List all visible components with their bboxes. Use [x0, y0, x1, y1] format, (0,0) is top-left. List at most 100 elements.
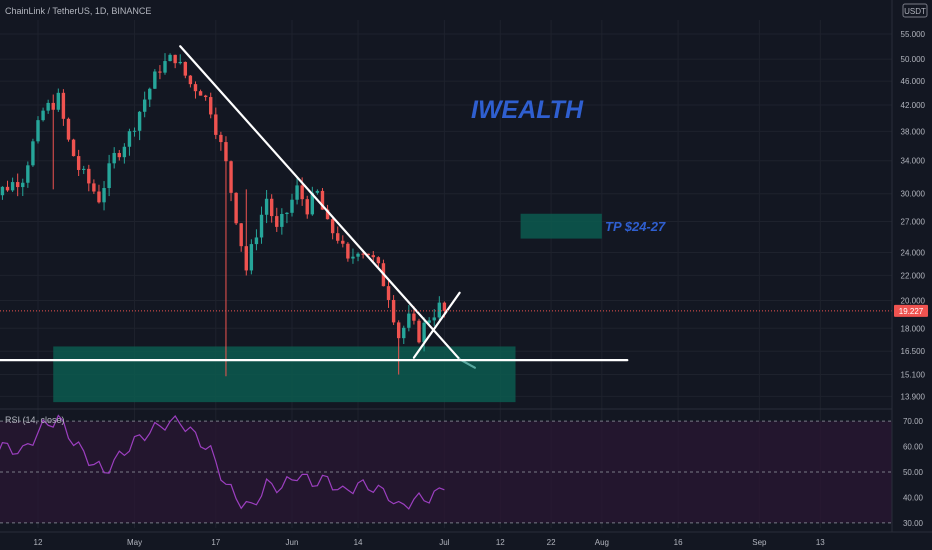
x-tick-label: Sep	[752, 538, 767, 547]
candle	[188, 75, 193, 88]
candle	[198, 89, 203, 96]
candle-body	[183, 61, 188, 76]
x-tick-label: 17	[211, 538, 220, 547]
candle-body	[92, 183, 96, 192]
candle-body	[122, 146, 127, 158]
candle-body	[295, 185, 299, 200]
candle-body	[153, 71, 157, 89]
candle	[148, 87, 152, 107]
rsi-pane	[0, 408, 892, 524]
candle	[92, 179, 96, 194]
candle	[280, 208, 284, 235]
candle	[51, 94, 55, 190]
candle-body	[325, 209, 330, 220]
rsi-tick-label: 30.00	[903, 519, 924, 528]
candle	[10, 177, 15, 193]
candle	[224, 136, 228, 377]
trendline-3	[412, 291, 461, 359]
candle	[112, 147, 116, 169]
candle-body	[168, 54, 172, 62]
candle-body	[432, 317, 436, 321]
candle	[153, 69, 157, 89]
candle	[437, 296, 442, 321]
y-tick-label: 20.000	[901, 297, 926, 306]
y-tick-label: 38.000	[901, 127, 926, 136]
candle	[249, 239, 254, 275]
candle	[254, 229, 259, 251]
candle-body	[127, 131, 132, 147]
rsi-line	[0, 414, 445, 510]
x-tick-label: 22	[547, 538, 556, 547]
x-tick-label: 14	[354, 538, 363, 547]
candle	[127, 128, 132, 156]
zone-take-profit	[520, 213, 602, 239]
candle	[417, 318, 421, 344]
candle	[158, 65, 162, 80]
candle-body	[5, 186, 10, 191]
y-tick-label: 13.900	[901, 392, 926, 401]
y-tick-label: 50.000	[901, 55, 926, 64]
candle-body	[198, 91, 203, 96]
candle-body	[132, 130, 137, 132]
x-tick-label: Jul	[439, 538, 449, 547]
candle	[66, 117, 71, 142]
rsi-tick-label: 40.00	[903, 493, 924, 502]
candle-body	[36, 120, 40, 142]
candle-body	[351, 256, 355, 259]
candle	[391, 295, 396, 325]
candle	[295, 178, 299, 205]
candle-body	[244, 246, 248, 271]
candle-body	[148, 88, 152, 100]
candle	[244, 189, 248, 276]
candle-body	[285, 212, 289, 214]
candle	[183, 61, 188, 79]
x-tick-label: Jun	[286, 538, 299, 547]
x-tick-label: 12	[34, 538, 43, 547]
last-price-value: 19.227	[899, 307, 924, 316]
candle-body	[290, 199, 294, 213]
x-tick-label: 13	[816, 538, 825, 547]
candle-body	[173, 54, 177, 64]
candle	[269, 194, 274, 223]
candle-body	[336, 233, 340, 241]
candle-body	[61, 92, 66, 119]
candle-body	[56, 92, 61, 110]
last-price-tag-bg	[894, 304, 928, 317]
candle-body	[209, 97, 213, 115]
candle	[26, 161, 30, 188]
candle	[229, 160, 233, 202]
candle	[371, 250, 375, 263]
candle	[87, 164, 91, 192]
candle	[15, 173, 20, 197]
candle	[132, 127, 137, 137]
candle-body	[341, 240, 345, 244]
tp-label: TP $24-27	[605, 219, 666, 234]
last-price-tag: 19.227	[894, 304, 928, 317]
rsi-tick-label: 70.00	[903, 417, 924, 426]
y-axis-panel	[892, 0, 932, 550]
candle	[0, 186, 5, 200]
y-tick-label: 18.000	[901, 324, 926, 333]
candle	[336, 226, 340, 244]
candle	[193, 81, 198, 99]
currency-badge[interactable]: USDT	[902, 3, 928, 18]
candle	[407, 304, 411, 332]
candle-body	[137, 111, 142, 131]
candle-body	[249, 244, 254, 271]
candle-body	[305, 199, 309, 215]
candle-body	[193, 84, 198, 92]
zone-support	[53, 346, 516, 403]
candle-body	[178, 61, 182, 64]
candle-body	[366, 253, 370, 256]
candle-body	[51, 102, 55, 110]
candle-body	[15, 182, 20, 188]
candle	[214, 107, 218, 140]
candle-body	[234, 192, 238, 224]
candle	[5, 180, 10, 192]
candle-body	[107, 163, 111, 189]
candle	[275, 207, 279, 232]
candle-body	[254, 237, 259, 245]
candle-body	[386, 286, 391, 300]
candle-body	[315, 190, 320, 193]
